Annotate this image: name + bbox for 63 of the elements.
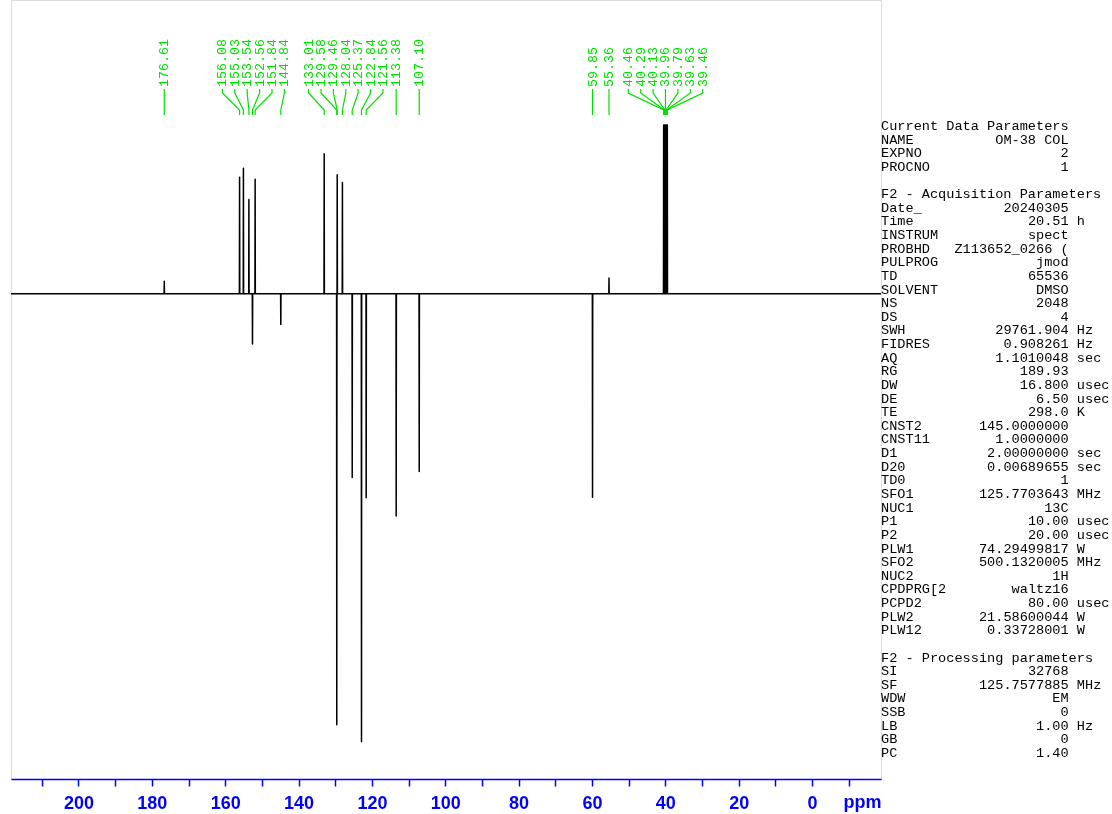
x-axis-title: ppm: [843, 791, 882, 812]
x-tick-label: 20: [729, 792, 750, 813]
text: CNST11 1.0000000: [881, 432, 1069, 448]
annotation: F2 - Acquisition Parameters: [881, 187, 1102, 203]
text: NS 2048: [881, 296, 1069, 312]
text: SFO1 125.7703643 MHz: [881, 487, 1102, 503]
text: DE 6.50 usec: [881, 391, 1110, 407]
text: NUC2 1H: [881, 568, 1069, 584]
text: CPDPRG[2 waltz16: [881, 582, 1069, 598]
text: SWH 29761.904 Hz: [881, 323, 1094, 339]
annotation: 55.36: [602, 47, 617, 87]
text: NUC1 13C: [881, 500, 1069, 516]
annotation: 59.85: [585, 47, 601, 87]
text: SSB 0: [881, 705, 1069, 721]
text: GB 0: [881, 732, 1069, 748]
text: RG 189.93: [881, 364, 1069, 380]
x-tick-label: 60: [582, 792, 603, 813]
x-tick-label: 40: [655, 792, 676, 813]
text: Date_ 20240305: [881, 200, 1069, 216]
text: PLW12 0.33728001 W: [881, 623, 1085, 639]
text: TD0 1: [881, 473, 1069, 489]
x-tick-label: 200: [63, 792, 95, 813]
text: PROCNO 1: [881, 159, 1069, 175]
text: PC 1.40: [881, 745, 1069, 761]
text: SFO2 500.1320005 MHz: [881, 555, 1102, 571]
text: P2 20.00 usec: [881, 527, 1110, 543]
annotation: 113.38: [389, 39, 405, 87]
text: PROBHD Z113652_0266 (: [881, 241, 1069, 257]
text: AQ 1.1010048 sec: [881, 350, 1102, 366]
text: PLW1 74.29499817 W: [881, 541, 1085, 557]
text: PLW2 21.58600044 W: [881, 609, 1085, 625]
x-tick-label: 140: [284, 792, 315, 813]
text: INSTRUM spect: [881, 228, 1069, 244]
annotation: Current Data Parameters: [881, 119, 1069, 134]
text: SI 32768: [881, 664, 1069, 680]
x-tick-label: 0: [807, 792, 818, 813]
x-tick-label: 180: [137, 792, 168, 813]
text: DS 4: [881, 309, 1069, 325]
text: PULPROG jmod: [881, 255, 1069, 271]
text: D20 0.00689655 sec: [881, 459, 1102, 475]
text: NAME OM-38 COL: [881, 132, 1069, 148]
text: TE 298.0 K: [881, 405, 1085, 421]
annotation: 144.84: [277, 39, 293, 87]
text: SOLVENT DMSO: [881, 282, 1069, 298]
text: CNST2 145.0000000: [881, 418, 1069, 434]
x-tick-label: 80: [509, 792, 530, 813]
text: FIDRES 0.908261 Hz: [881, 337, 1094, 353]
text: TD 65536: [881, 268, 1069, 284]
text: Time 20.51 h: [881, 214, 1085, 230]
x-tick-label: 160: [210, 792, 241, 813]
text: P1 10.00 usec: [881, 514, 1110, 530]
text: WDW EM: [881, 691, 1069, 707]
text: DW 16.800 usec: [881, 377, 1110, 393]
annotation: 176.61: [157, 39, 173, 87]
annotation: 107.10: [412, 39, 428, 87]
text: SF 125.7577885 MHz: [881, 677, 1102, 693]
x-tick-label: 100: [430, 792, 461, 813]
text: D1 2.00000000 sec: [881, 446, 1102, 462]
annotation: F2 - Processing parameters: [881, 650, 1094, 666]
x-tick-label: 120: [357, 792, 388, 813]
text: EXPNO 2: [881, 146, 1069, 162]
text: LB 1.00 Hz: [881, 718, 1094, 734]
text: PCPD2 80.00 usec: [881, 596, 1110, 612]
